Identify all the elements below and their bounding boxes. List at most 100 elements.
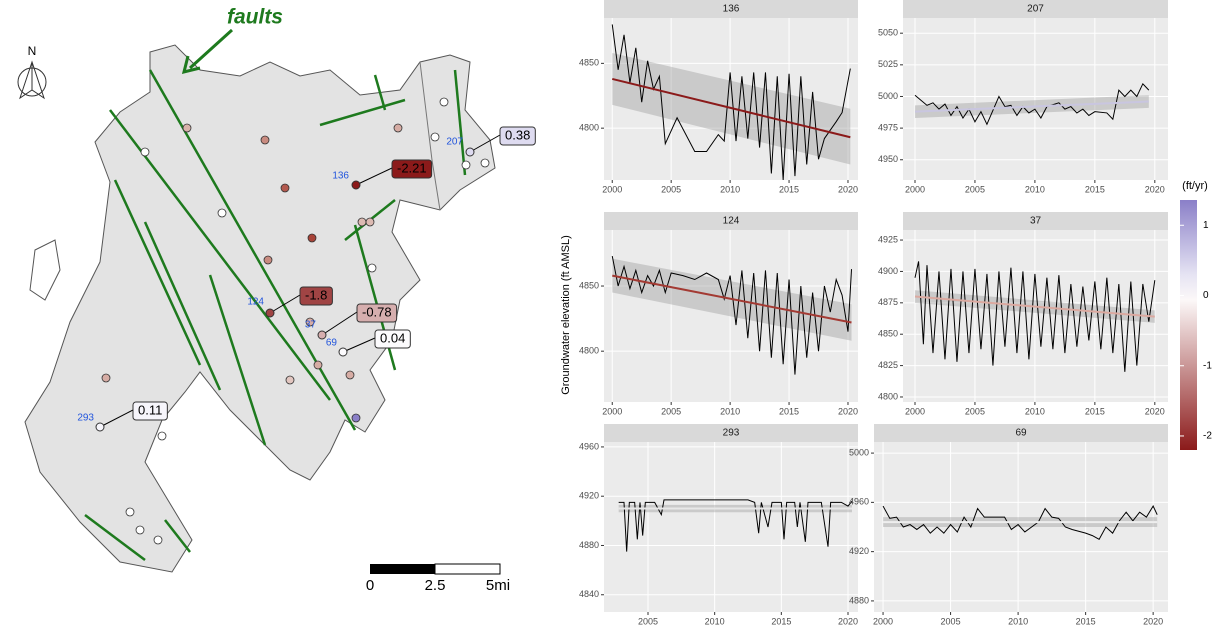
fault (84, 514, 146, 561)
x-tick-label: 2005 (941, 616, 961, 626)
x-tick-label: 2000 (905, 184, 925, 194)
well-point (285, 375, 295, 385)
fault (164, 519, 191, 553)
well-point (153, 535, 163, 545)
panel (903, 18, 1168, 180)
strip (903, 0, 1168, 18)
facet-title: 136 (723, 4, 740, 15)
well-point (313, 360, 323, 370)
series-line (914, 261, 1156, 372)
y-axis-title: Groundwater elevation (ft AMSL) (560, 235, 572, 395)
well-point (351, 180, 361, 190)
y-tick-label: 5000 (849, 447, 869, 457)
x-tick-label: 2015 (779, 184, 799, 194)
well-point (430, 132, 440, 142)
north-arrow (19, 60, 45, 100)
annotation-arrow (181, 28, 234, 75)
x-tick-label: 2000 (905, 406, 925, 416)
well-id: 136 (332, 171, 349, 182)
fault (113, 179, 202, 366)
well-point (338, 347, 348, 357)
well-point (217, 208, 227, 218)
series-line (618, 499, 853, 552)
y-tick-label: 4850 (579, 58, 599, 68)
well-id: 207 (446, 137, 463, 148)
y-tick-label: 4925 (878, 234, 898, 244)
well-trend-label: 0.04 (380, 330, 405, 345)
y-tick-label: 4880 (849, 595, 869, 605)
colorbar-tick-label: -1 (1203, 360, 1212, 371)
series-line (611, 255, 853, 375)
y-tick-label: 4850 (579, 280, 599, 290)
x-tick-label: 2010 (720, 406, 740, 416)
y-tick-label: 4840 (579, 589, 599, 599)
x-tick-label: 2015 (1085, 184, 1105, 194)
strip (874, 424, 1168, 442)
x-tick-label: 2010 (1025, 184, 1045, 194)
y-tick-label: 4920 (849, 546, 869, 556)
well-point (345, 370, 355, 380)
y-tick-label: 4825 (878, 360, 898, 370)
well-trend-label: -1.8 (305, 287, 327, 302)
colorbar (1180, 200, 1197, 450)
x-tick-label: 2010 (1008, 616, 1028, 626)
well-point (140, 147, 150, 157)
y-tick-label: 4850 (878, 329, 898, 339)
well-point (95, 422, 105, 432)
strip (604, 0, 858, 18)
well-point (182, 123, 192, 133)
colorbar-title: (ft/yr) (1182, 180, 1208, 192)
well-trend-box (356, 303, 398, 323)
y-tick-label: 4800 (579, 123, 599, 133)
scale-label: 5mi (486, 577, 510, 594)
well-point (125, 507, 135, 517)
strip (903, 212, 1168, 230)
fault-annotation: faults (227, 6, 283, 29)
well-point (101, 373, 111, 383)
panel (604, 442, 858, 612)
well-point (365, 217, 375, 227)
y-tick-label: 5000 (878, 91, 898, 101)
x-tick-label: 2020 (1145, 406, 1165, 416)
x-tick-label: 2000 (602, 406, 622, 416)
scale-label: 2.5 (425, 577, 446, 594)
facet-title: 293 (723, 428, 740, 439)
well-trend-box (499, 126, 536, 146)
well-point (439, 97, 449, 107)
scale-bar (434, 563, 501, 575)
strip (604, 424, 858, 442)
leader-line (469, 134, 501, 153)
well-point (280, 183, 290, 193)
fault (373, 74, 387, 111)
leader-line (269, 294, 301, 314)
well-point (461, 160, 471, 170)
leader-line (355, 167, 393, 186)
well-point (480, 158, 490, 168)
x-tick-label: 2005 (965, 184, 985, 194)
series-line (914, 82, 1150, 126)
x-tick-label: 2015 (1085, 406, 1105, 416)
well-trend-label: 0.38 (505, 127, 530, 142)
x-tick-label: 2015 (771, 616, 791, 626)
y-tick-label: 4960 (849, 497, 869, 507)
well-trend-label: -0.78 (362, 304, 392, 319)
fault (319, 98, 406, 127)
well-id: 37 (305, 320, 317, 331)
lake (29, 239, 61, 301)
y-tick-label: 4900 (878, 266, 898, 276)
trend-line (612, 77, 851, 139)
well-point (263, 255, 273, 265)
x-tick-label: 2015 (779, 406, 799, 416)
x-tick-label: 2020 (838, 616, 858, 626)
y-tick-label: 4920 (579, 491, 599, 501)
panel (903, 230, 1168, 402)
well-id: 69 (326, 338, 338, 349)
leader-line (99, 409, 134, 428)
well-point (357, 217, 367, 227)
facet-title: 69 (1015, 428, 1027, 439)
facet-title: 37 (1030, 216, 1042, 227)
well-point (305, 317, 315, 327)
x-tick-label: 2010 (705, 616, 725, 626)
x-tick-label: 2000 (602, 184, 622, 194)
